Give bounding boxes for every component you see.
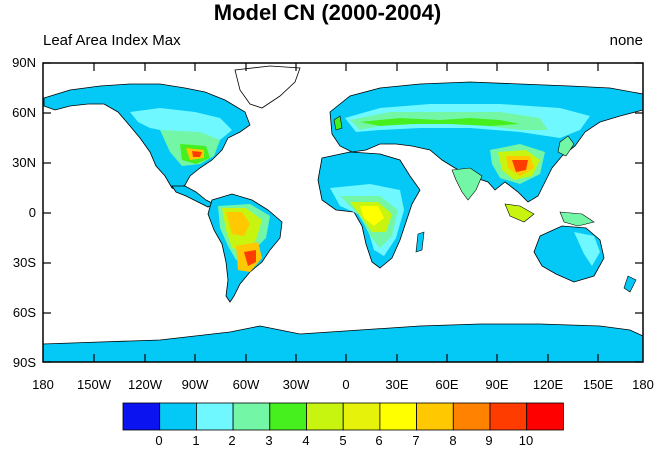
- colorbar-swatch: [232, 402, 271, 431]
- land-na-mid: [130, 108, 232, 140]
- land-sa-south-red: [244, 250, 256, 266]
- lat-ticks: [43, 62, 643, 363]
- colorbar-label-9: 9: [485, 433, 493, 448]
- colorbar-swatch: [342, 402, 381, 431]
- land-new-guinea: [559, 211, 595, 227]
- colorbar-swatch: [159, 402, 197, 431]
- lat-label-60s: 60S: [12, 305, 36, 320]
- land-eu-bright: [360, 118, 520, 126]
- land-madagascar: [415, 231, 425, 253]
- lon-label-180e: 180: [632, 377, 654, 392]
- land-new-zealand: [623, 275, 637, 293]
- variable-label: Leaf Area Index Max: [43, 32, 181, 49]
- lon-label-0: 0: [342, 377, 350, 392]
- lat-label-90s: 90S: [12, 355, 36, 370]
- colorbar-swatch: [306, 402, 344, 431]
- colorbar-label-8: 8: [449, 433, 457, 448]
- land-aus-mid: [574, 232, 600, 266]
- colorbar-swatch: [452, 402, 491, 431]
- colorbar-swatch: [269, 402, 307, 431]
- colorbar-swatch: [526, 402, 564, 431]
- colorbar-label-5: 5: [339, 433, 347, 448]
- colorbar-swatch: [195, 402, 234, 431]
- colorbar-label-4: 4: [302, 433, 310, 448]
- colorbar-label-6: 6: [375, 433, 383, 448]
- colorbar-label-7: 7: [412, 433, 420, 448]
- lat-label-90n: 90N: [12, 55, 36, 70]
- lon-label-90e: 90E: [485, 377, 509, 392]
- colorbar-label-0: 0: [155, 433, 163, 448]
- land-indonesia: [504, 203, 535, 223]
- colorbar-swatch: [416, 402, 454, 431]
- lat-label-60n: 60N: [12, 105, 36, 120]
- lon-label-150e: 150E: [582, 377, 614, 392]
- land-india: [451, 167, 483, 201]
- lon-label-120e: 120E: [532, 377, 564, 392]
- colorbar-swatch: [379, 402, 417, 431]
- units-label: none: [609, 32, 643, 49]
- colorbar: [122, 402, 564, 431]
- lat-label-30n: 30N: [12, 155, 36, 170]
- colorbar-label-10: 10: [518, 433, 534, 448]
- land-japan: [557, 135, 575, 157]
- land-asia-se-red: [512, 160, 528, 172]
- lon-label-30e: 30E: [385, 377, 409, 392]
- land-sa-orange: [226, 212, 250, 236]
- lon-label-180w: 180: [32, 377, 54, 392]
- lon-label-90w: 90W: [181, 377, 209, 392]
- land-na-red: [192, 151, 202, 157]
- lon-label-30w: 30W: [282, 377, 310, 392]
- colorbar-label-1: 1: [192, 433, 200, 448]
- map-title: Model CN (2000-2004): [213, 0, 442, 25]
- land-greenland: [234, 65, 301, 109]
- lon-ticks: [93, 63, 599, 362]
- colorbar-swatch: [122, 402, 161, 431]
- lat-label-30s: 30S: [12, 255, 36, 270]
- colorbar-label-3: 3: [265, 433, 273, 448]
- lon-label-120w: 120W: [128, 377, 162, 392]
- land-af-yellow: [360, 206, 384, 226]
- lon-label-150w: 150W: [77, 377, 111, 392]
- colorbar-label-2: 2: [228, 433, 236, 448]
- lon-label-60w: 60W: [232, 377, 260, 392]
- land-uk: [333, 115, 343, 131]
- colorbar-swatch: [489, 402, 528, 431]
- lon-label-60e: 60E: [435, 377, 459, 392]
- lat-label-eq: 0: [28, 205, 36, 220]
